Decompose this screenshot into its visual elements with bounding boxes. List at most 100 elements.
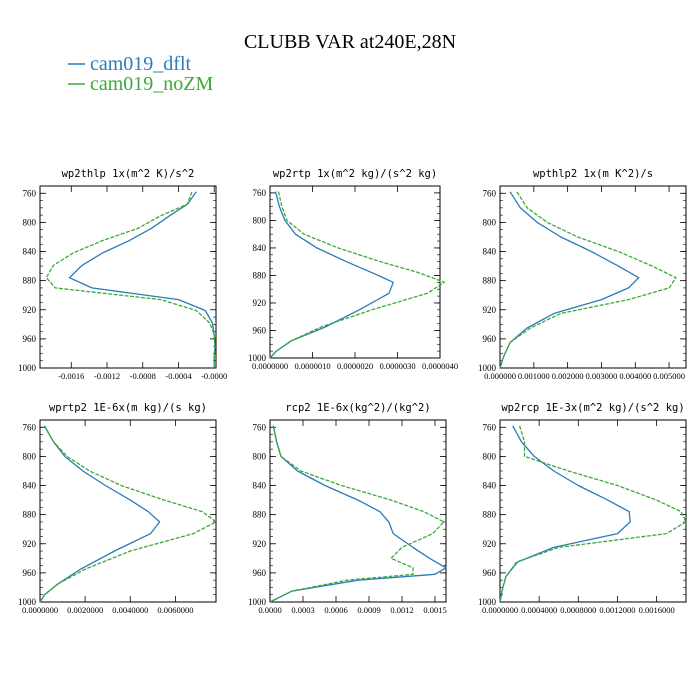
y-tick-label: 880 xyxy=(23,276,37,286)
x-tick-label: 0.0000 xyxy=(258,605,281,615)
panel-4: wprtp2 1E-6x(m kg)/(s kg) 760 800 840 880 920… xyxy=(18,402,217,615)
y-tick-label: 1000 xyxy=(478,597,497,607)
panel-title: wp2thlp 1x(m^2 K)/s^2 xyxy=(62,168,195,180)
y-tick-label: 960 xyxy=(23,568,37,578)
x-tick-label: 0.0000000 xyxy=(482,605,518,615)
plot-frame xyxy=(499,185,687,369)
y-tick-label: 1000 xyxy=(478,363,497,373)
y-tick-label: 760 xyxy=(483,422,497,432)
y-tick-label: 920 xyxy=(23,305,37,315)
x-tick-label: 0.004000 xyxy=(619,371,651,381)
panel-title: rcp2 1E-6x(kg^2)/(kg^2) xyxy=(285,402,430,414)
panel-title: wp2rcp 1E-3x(m^2 kg)/(s^2 kg) xyxy=(501,402,684,414)
y-tick-label: 760 xyxy=(483,188,497,198)
series-line-nozm xyxy=(45,191,216,368)
legend-label-nozm: cam019_noZM xyxy=(90,73,214,95)
series-line-nozm xyxy=(269,191,445,359)
panel-grid: wp2thlp 1x(m^2 K)/s^2 760 800 840 880 920 960 1… xyxy=(18,168,687,615)
series-line-nozm xyxy=(499,191,677,369)
x-tick-label: 0.0040000 xyxy=(112,605,148,615)
y-tick-label: 920 xyxy=(253,539,267,549)
plot-frame xyxy=(269,419,447,603)
y-tick-label: 800 xyxy=(253,451,267,461)
x-tick-label: 0.0009 xyxy=(357,605,380,615)
y-tick-label: 880 xyxy=(253,270,267,280)
legend-item-nozm: cam019_noZM xyxy=(68,73,214,95)
y-tick-label: 800 xyxy=(23,217,37,227)
x-tick-label: 0.0000010 xyxy=(294,361,330,371)
y-tick-label: 880 xyxy=(23,510,37,520)
x-tick-label: 0.0012000 xyxy=(599,605,635,615)
y-tick-label: 960 xyxy=(483,334,497,344)
panel-title: wprtp2 1E-6x(m kg)/(s kg) xyxy=(49,402,207,414)
y-tick-label: 920 xyxy=(483,305,497,315)
y-tick-label: 840 xyxy=(23,247,37,257)
y-tick-label: 880 xyxy=(483,276,497,286)
x-tick-label: -0.0016 xyxy=(58,371,84,381)
series-line-nozm xyxy=(269,425,445,603)
y-tick-label: 800 xyxy=(253,215,267,225)
x-tick-label: 0.0003 xyxy=(291,605,314,615)
x-tick-label: 0.0008000 xyxy=(560,605,596,615)
y-tick-label: 960 xyxy=(23,334,37,344)
x-tick-label: 0.0004000 xyxy=(521,605,557,615)
panel-5: rcp2 1E-6x(kg^2)/(kg^2) 760 800 840 880 920 96… xyxy=(248,402,447,615)
series-line-dflt xyxy=(68,191,216,368)
plot-frame xyxy=(39,185,217,369)
y-tick-label: 800 xyxy=(483,451,497,461)
y-tick-label: 800 xyxy=(23,451,37,461)
x-tick-label: 0.0016000 xyxy=(639,605,675,615)
series-line-dflt xyxy=(269,191,394,359)
panel-title: wpthlp2 1x(m K^2)/s xyxy=(533,168,653,180)
series-line-dflt xyxy=(269,425,447,603)
legend-item-dflt: cam019_dflt xyxy=(68,53,192,75)
y-tick-label: 920 xyxy=(253,298,267,308)
y-tick-label: 1000 xyxy=(248,353,267,363)
x-tick-label: 0.0000020 xyxy=(337,361,373,371)
y-tick-label: 960 xyxy=(483,568,497,578)
series-line-nozm xyxy=(39,425,217,603)
x-tick-label: -0.0012 xyxy=(94,371,120,381)
x-tick-label: 0.001000 xyxy=(518,371,550,381)
y-tick-label: 840 xyxy=(483,247,497,257)
y-tick-label: 760 xyxy=(23,188,37,198)
panel-6: wp2rcp 1E-3x(m^2 kg)/(s^2 kg) 760 800 840 88… xyxy=(478,402,687,615)
y-tick-label: 920 xyxy=(483,539,497,549)
series-line-dflt xyxy=(499,425,631,603)
y-tick-label: 960 xyxy=(253,325,267,335)
legend: cam019_dflt cam019_noZM xyxy=(68,53,214,95)
y-tick-label: 960 xyxy=(253,568,267,578)
x-tick-label: 0.000000 xyxy=(484,371,516,381)
panel-1: wp2thlp 1x(m^2 K)/s^2 760 800 840 880 920 960 1… xyxy=(18,168,227,381)
y-tick-label: 760 xyxy=(253,422,267,432)
x-tick-label: 0.0020000 xyxy=(67,605,103,615)
x-tick-label: 0.0012 xyxy=(390,605,413,615)
panel-2: wp2rtp 1x(m^2 kg)/(s^2 kg) 760 800 840 880 92… xyxy=(248,168,458,371)
x-tick-label: 0.0000000 xyxy=(252,361,288,371)
plot-frame xyxy=(39,419,217,603)
x-tick-label: -0.0008 xyxy=(130,371,156,381)
y-tick-label: 1000 xyxy=(18,363,37,373)
y-tick-label: 840 xyxy=(253,481,267,491)
figure-title: CLUBB VAR at240E,28N xyxy=(244,31,456,53)
y-tick-label: 840 xyxy=(23,481,37,491)
legend-label-dflt: cam019_dflt xyxy=(90,53,192,75)
y-tick-label: 800 xyxy=(483,217,497,227)
x-tick-label: 0.0000030 xyxy=(379,361,415,371)
x-tick-label: 0.0000000 xyxy=(22,605,58,615)
x-tick-label: -0.0000 xyxy=(201,371,227,381)
y-tick-label: 1000 xyxy=(248,597,267,607)
y-tick-label: 840 xyxy=(483,481,497,491)
x-tick-label: 0.0000040 xyxy=(422,361,458,371)
y-tick-label: 920 xyxy=(23,539,37,549)
y-tick-label: 760 xyxy=(253,188,267,198)
panel-3: wpthlp2 1x(m K^2)/s 760 800 840 880 920 960 100… xyxy=(478,168,687,381)
x-tick-label: 0.0006 xyxy=(324,605,347,615)
y-tick-label: 880 xyxy=(253,510,267,520)
panel-title: wp2rtp 1x(m^2 kg)/(s^2 kg) xyxy=(273,168,437,180)
y-tick-label: 1000 xyxy=(18,597,37,607)
y-tick-label: 760 xyxy=(23,422,37,432)
x-tick-label: -0.0004 xyxy=(165,371,192,381)
y-tick-label: 840 xyxy=(253,243,267,253)
x-tick-label: 0.003000 xyxy=(586,371,618,381)
